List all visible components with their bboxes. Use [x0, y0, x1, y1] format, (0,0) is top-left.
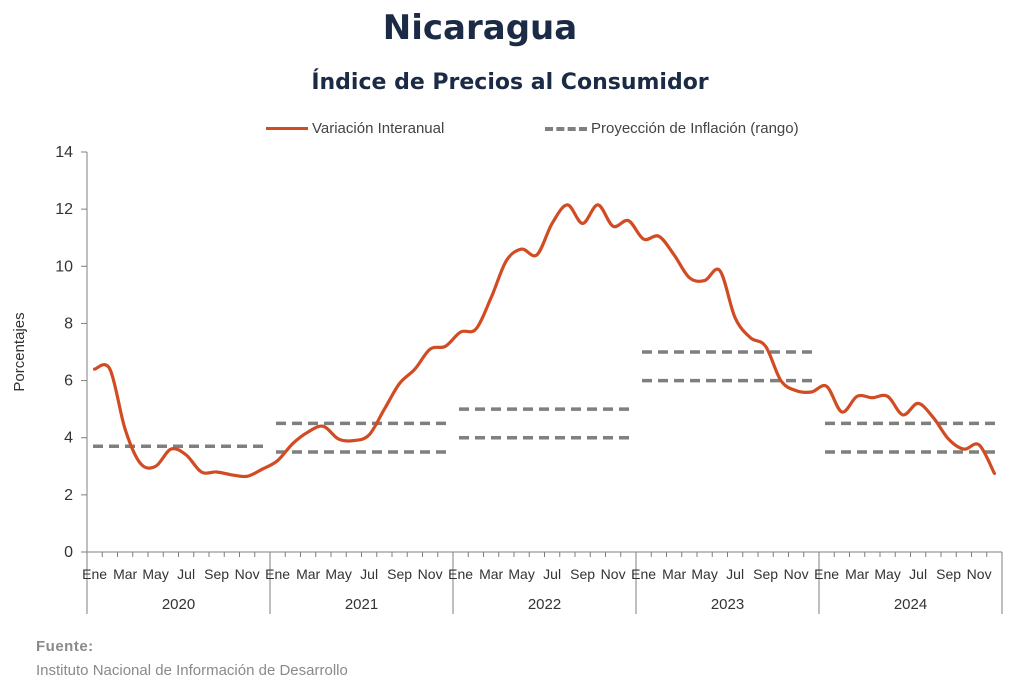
y-tick-label: 0 — [64, 544, 73, 561]
source-label: Fuente: — [36, 638, 94, 655]
x-month-label: Ene — [448, 566, 473, 582]
chart-subtitle: Índice de Precios al Consumidor — [311, 70, 709, 95]
x-month-label: Mar — [845, 566, 869, 582]
chart-title: Nicaragua — [382, 8, 578, 48]
legend-item-projection: Proyección de Inflación (rango) — [545, 120, 799, 137]
x-month-label: Nov — [235, 566, 260, 582]
x-year-label: 2020 — [162, 596, 195, 613]
x-month-label: Nov — [418, 566, 443, 582]
x-month-label: Sep — [753, 566, 778, 582]
x-month-label: Mar — [662, 566, 686, 582]
y-tick-label: 2 — [64, 487, 73, 504]
y-tick-label: 10 — [55, 258, 73, 275]
legend-item-series: Variación Interanual — [266, 120, 444, 137]
y-tick-label: 6 — [64, 373, 73, 390]
x-month-label: Jul — [909, 566, 927, 582]
x-month-label: May — [691, 566, 717, 582]
x-month-label: Nov — [601, 566, 626, 582]
legend-dash-swatch — [545, 126, 587, 131]
x-year-label: 2021 — [345, 596, 378, 613]
x-month-label: Jul — [360, 566, 378, 582]
x-year-label: 2023 — [711, 596, 744, 613]
source-text: Instituto Nacional de Información de Des… — [36, 662, 348, 679]
x-month-label: Ene — [265, 566, 290, 582]
y-tick-label: 8 — [64, 315, 73, 332]
legend: Variación Interanual Proyección de Infla… — [0, 120, 1024, 142]
x-year-label: 2024 — [894, 596, 927, 613]
x-month-label: Sep — [936, 566, 961, 582]
x-month-label: Ene — [82, 566, 107, 582]
x-month-label: Mar — [113, 566, 137, 582]
x-month-label: Ene — [631, 566, 656, 582]
x-month-label: Jul — [177, 566, 195, 582]
x-month-label: Sep — [387, 566, 412, 582]
y-tick-label: 14 — [55, 144, 73, 161]
x-year-label: 2022 — [528, 596, 561, 613]
y-tick-label: 4 — [64, 430, 73, 447]
legend-projection-label: Proyección de Inflación (rango) — [591, 120, 799, 137]
x-month-label: May — [508, 566, 534, 582]
x-month-label: Nov — [784, 566, 809, 582]
x-month-label: May — [142, 566, 168, 582]
x-month-label: Ene — [814, 566, 839, 582]
x-month-label: Jul — [726, 566, 744, 582]
y-tick-label: 12 — [55, 201, 73, 218]
x-month-label: Sep — [570, 566, 595, 582]
x-month-label: May — [874, 566, 900, 582]
x-month-label: Sep — [204, 566, 229, 582]
legend-line-swatch — [266, 127, 308, 130]
x-month-label: Nov — [967, 566, 992, 582]
series-line-variacion-interanual — [93, 203, 996, 479]
y-axis-label: Porcentajes — [11, 312, 28, 391]
x-month-label: Jul — [543, 566, 561, 582]
x-month-label: Mar — [296, 566, 320, 582]
x-month-label: May — [325, 566, 351, 582]
legend-series-label: Variación Interanual — [312, 120, 445, 137]
x-month-label: Mar — [479, 566, 503, 582]
